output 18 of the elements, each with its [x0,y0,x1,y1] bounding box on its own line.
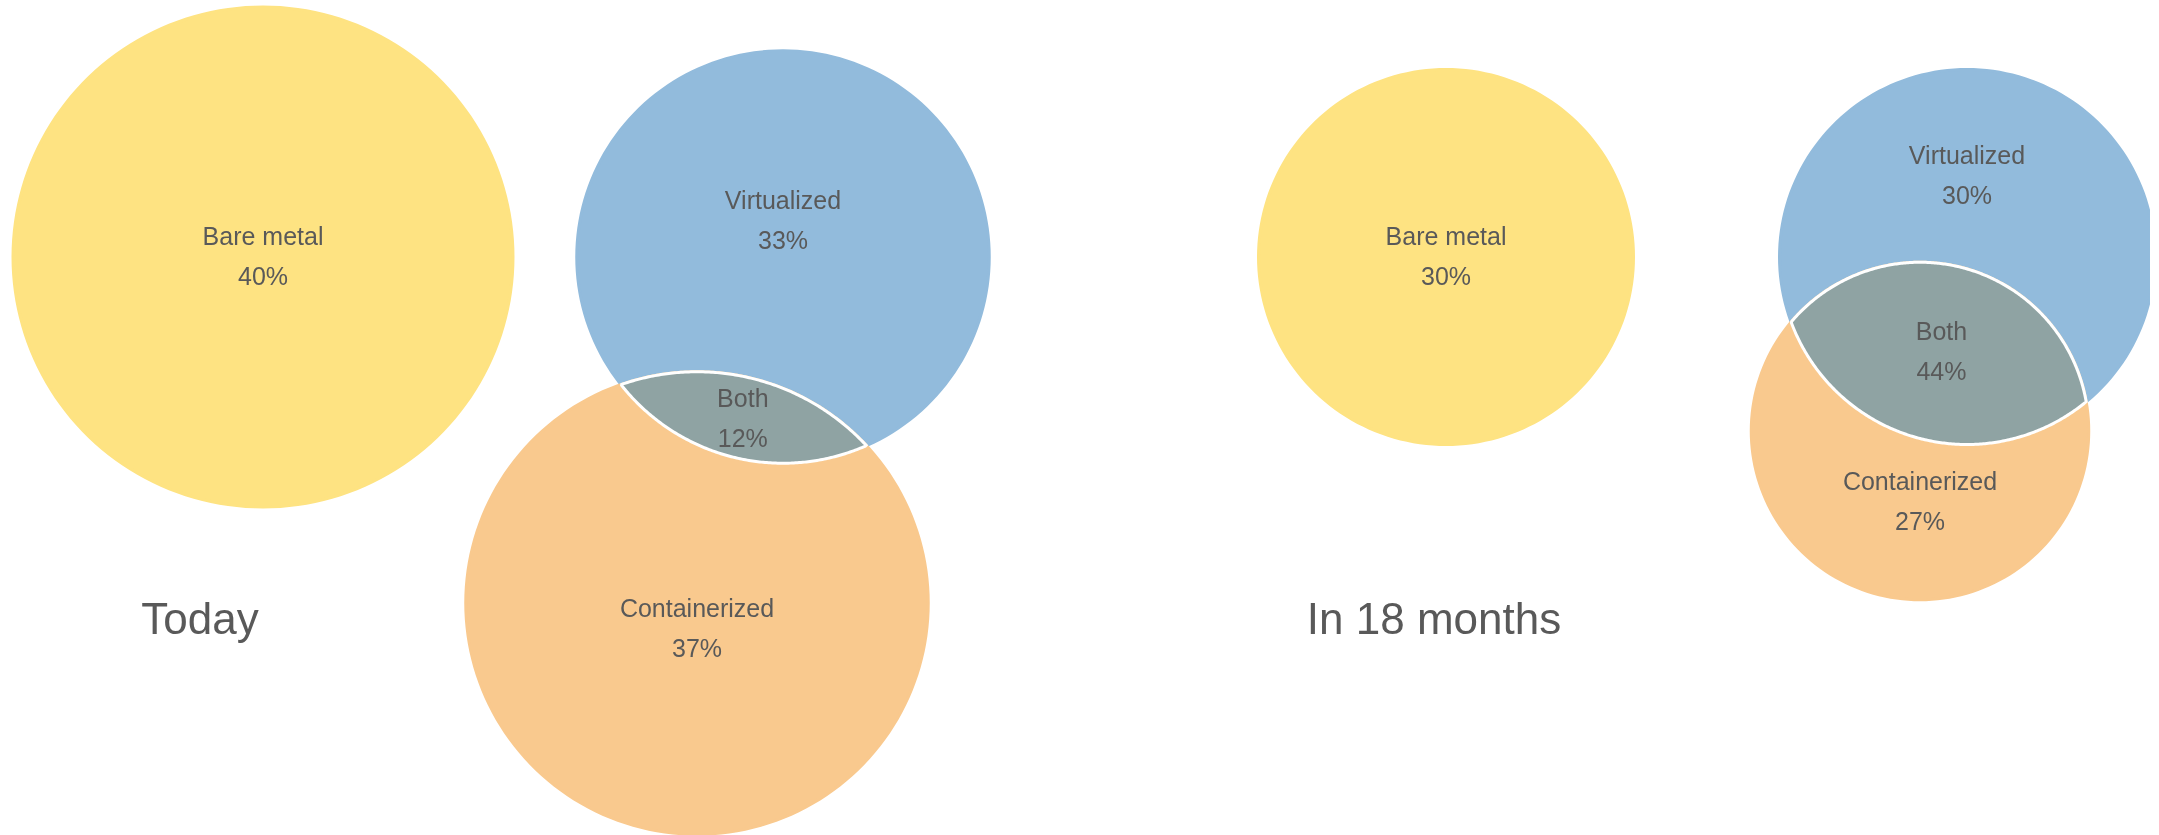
data-label: 37% [671,633,723,662]
data-label: 33% [757,226,809,255]
category-label: Containerized [1842,467,1998,496]
category-label: Containerized [619,593,775,622]
data-label: 27% [1894,507,1946,536]
data-label: 30% [1941,180,1993,209]
category-label: Bare metal [202,222,324,250]
data-label: 44% [1916,356,1967,385]
category-label: Bare metal [1385,222,1507,250]
text: Today [141,594,259,643]
data-label: 40% [237,262,289,290]
data-label: 12% [717,423,768,452]
data-label: 30% [1420,262,1472,290]
category-label: Virtualized [724,186,842,215]
category-label: Both [717,383,769,412]
category-label: Both [1915,316,1968,345]
text: In 18 months [1306,594,1562,643]
category-label: Virtualized [1908,140,2026,169]
